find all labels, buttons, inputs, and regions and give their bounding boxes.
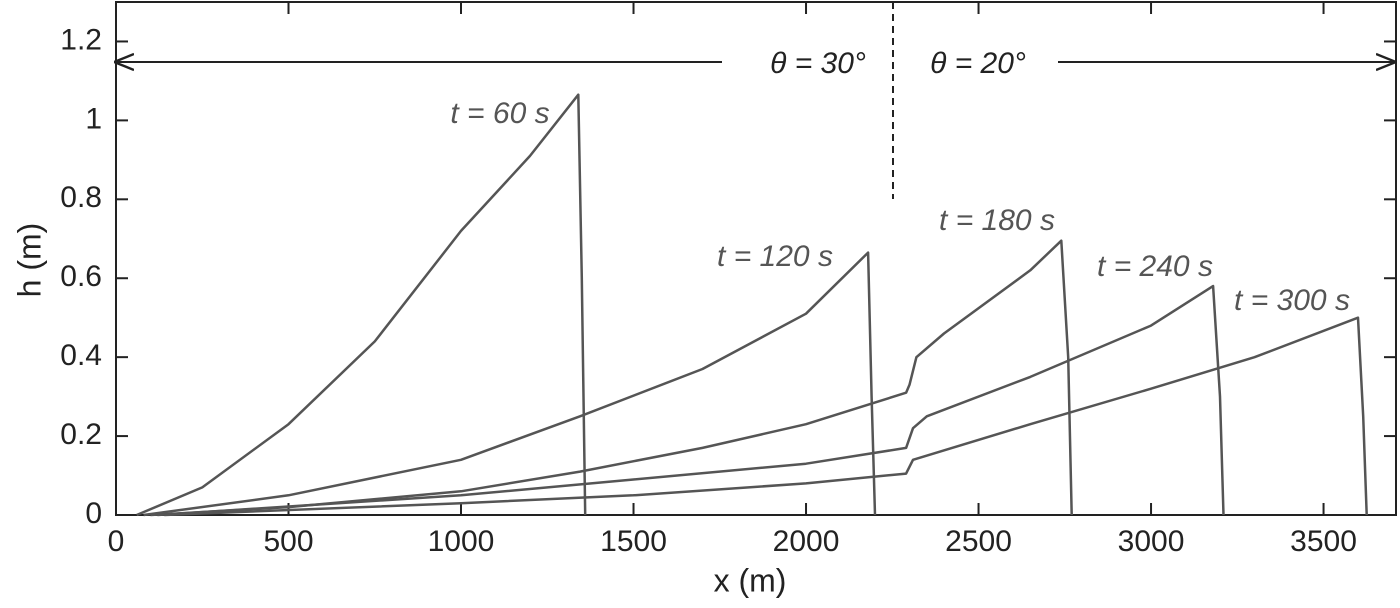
x-tick-label: 1500 xyxy=(600,525,667,558)
data-line xyxy=(164,316,1368,517)
y-tick-label: 0.6 xyxy=(60,260,102,293)
y-tick-label: 1 xyxy=(85,102,102,135)
data-line xyxy=(157,284,1225,517)
y-tick-label: 0.4 xyxy=(60,339,102,372)
x-tick-label: 2000 xyxy=(773,525,840,558)
x-tick-label: 1000 xyxy=(428,525,495,558)
y-axis-title: h (m) xyxy=(11,223,47,298)
x-tick-label: 500 xyxy=(263,525,313,558)
x-tick-label: 3000 xyxy=(1118,525,1185,558)
x-tick-label: 3500 xyxy=(1290,525,1357,558)
x-tick-label: 0 xyxy=(108,525,125,558)
annotation: t = 120 s xyxy=(717,240,833,273)
y-tick-label: 0.2 xyxy=(60,418,102,451)
y-tick-label: 0.8 xyxy=(60,181,102,214)
data-line xyxy=(136,93,587,517)
annotation: t = 60 s xyxy=(450,97,549,130)
plot-frame xyxy=(115,1,1397,516)
x-axis-title: x (m) xyxy=(714,562,787,598)
annotation: θ = 30° xyxy=(770,47,866,80)
data-line xyxy=(150,239,1073,517)
y-tick-label: 1.2 xyxy=(60,23,102,56)
x-tick-label: 2500 xyxy=(945,525,1012,558)
annotation: θ = 20° xyxy=(930,47,1026,80)
y-tick-label: 0 xyxy=(85,497,102,530)
annotation: t = 300 s xyxy=(1234,284,1350,317)
data-line xyxy=(143,251,877,517)
annotation: t = 240 s xyxy=(1097,250,1213,283)
annotation: t = 180 s xyxy=(939,204,1055,237)
